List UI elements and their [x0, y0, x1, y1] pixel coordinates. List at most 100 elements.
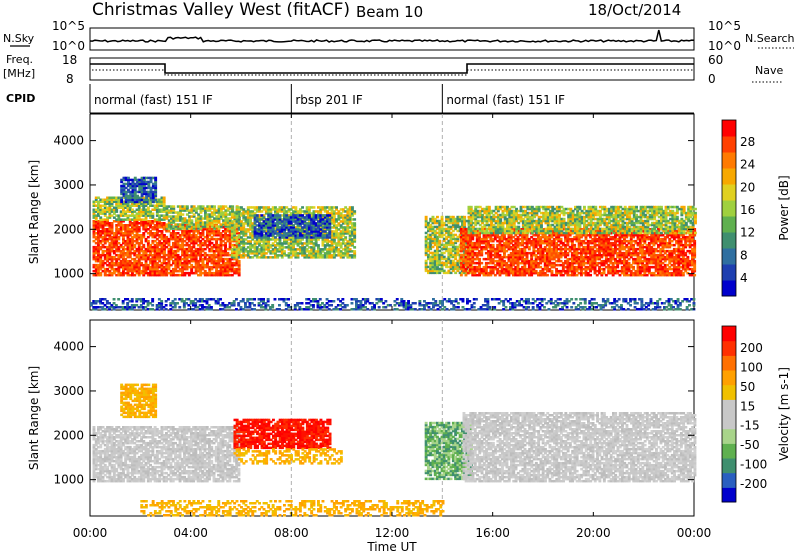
data-cell [215, 219, 219, 222]
data-cell [346, 232, 350, 235]
data-cell [240, 220, 243, 223]
data-cell [469, 234, 472, 237]
data-cell [194, 269, 198, 273]
data-cell [199, 235, 203, 239]
data-cell [493, 251, 497, 255]
data-cell [197, 225, 201, 228]
data-cell [240, 222, 243, 225]
data-cell [482, 245, 486, 249]
data-cell [454, 245, 458, 249]
data-cell [210, 271, 214, 275]
data-cell [149, 247, 152, 251]
data-cell [429, 239, 433, 243]
data-cell [280, 242, 284, 245]
data-cell [226, 251, 230, 255]
data-cell [94, 235, 98, 239]
data-cell [140, 245, 143, 249]
data-cell [199, 251, 203, 255]
data-cell [454, 249, 458, 253]
data-cell [424, 241, 428, 245]
data-cell [233, 236, 237, 239]
data-cell [217, 219, 221, 222]
data-cell [101, 212, 105, 215]
data-cell [332, 220, 336, 223]
data-cell [478, 249, 481, 253]
data-cell [181, 251, 184, 255]
data-cell [305, 248, 309, 251]
data-cell [174, 234, 178, 237]
data-cell [226, 269, 230, 273]
data-cell [131, 210, 134, 213]
data-cell [103, 267, 107, 271]
data-cell [264, 230, 268, 233]
data-cell [305, 226, 309, 229]
data-cell [321, 236, 325, 239]
data-cell [110, 208, 114, 211]
data-cell [269, 224, 273, 227]
data-cell [312, 218, 316, 221]
data-cell [321, 214, 325, 217]
data-cell [249, 206, 252, 209]
data-cell [170, 227, 173, 230]
data-cell [197, 223, 201, 226]
data-cell [222, 215, 225, 218]
data-cell [185, 241, 189, 245]
data-cell [162, 206, 166, 209]
data-cell [280, 222, 284, 225]
data-cell [151, 265, 155, 269]
data-cell [326, 236, 329, 239]
data-cell [447, 255, 451, 259]
data-cell [469, 261, 472, 265]
data-cell [262, 250, 266, 253]
data-cell [440, 219, 444, 223]
data-cell [208, 207, 212, 210]
data-cell [97, 267, 100, 271]
data-cell [226, 225, 230, 228]
data-cell [445, 247, 448, 251]
data-cell [217, 237, 221, 241]
data-cell [235, 243, 239, 247]
data-cell [319, 230, 323, 233]
data-cell [449, 239, 453, 243]
data-cell [348, 240, 352, 243]
data-cell [456, 247, 460, 251]
data-cell [255, 232, 259, 235]
data-cell [496, 269, 500, 273]
data-cell [498, 237, 502, 241]
data-cell [226, 259, 230, 263]
data-cell [94, 259, 98, 263]
data-cell [454, 223, 458, 227]
data-cell [153, 255, 157, 259]
data-cell [149, 196, 153, 200]
data-cell [119, 263, 123, 267]
data-cell [249, 210, 252, 213]
data-cell [473, 267, 477, 271]
data-cell [92, 257, 96, 261]
data-cell [151, 255, 155, 259]
data-cell [436, 271, 439, 275]
data-cell [466, 239, 470, 243]
data-cell [240, 214, 243, 217]
data-cell [445, 259, 448, 263]
data-cell [475, 245, 479, 249]
data-cell [222, 205, 225, 208]
data-cell [328, 236, 332, 239]
data-cell [344, 244, 348, 247]
data-cell [230, 248, 234, 251]
data-cell [251, 228, 255, 231]
data-cell [187, 243, 191, 247]
data-cell [498, 261, 502, 265]
data-cell [183, 265, 187, 269]
data-cell [126, 241, 130, 245]
data-cell [179, 207, 182, 210]
data-cell [456, 265, 460, 269]
data-cell [344, 222, 348, 225]
data-cell [112, 239, 116, 243]
data-cell [436, 251, 439, 255]
data-cell [160, 234, 164, 237]
data-cell [471, 235, 475, 239]
data-cell [146, 273, 150, 277]
data-cell [228, 261, 232, 265]
data-cell [433, 233, 437, 237]
data-cell [122, 178, 126, 182]
